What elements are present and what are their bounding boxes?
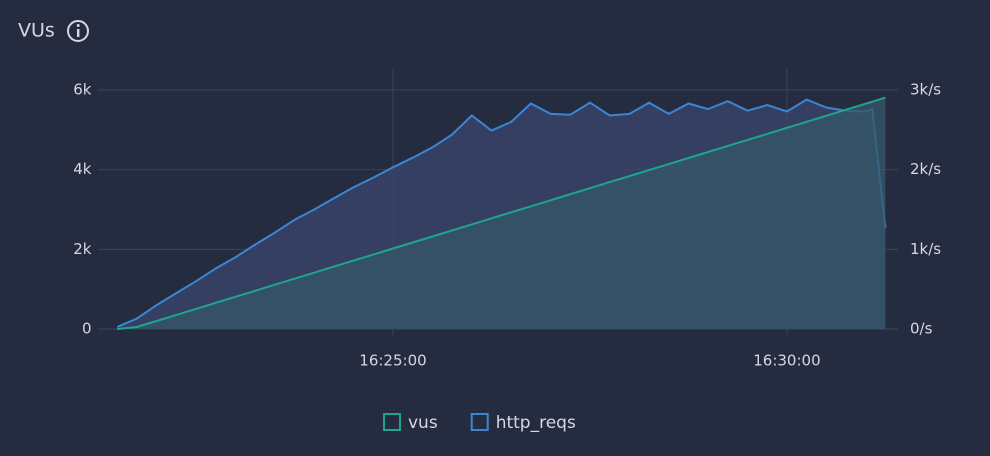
y-tick-label: 4k: [73, 160, 92, 178]
y-tick-label: 0: [82, 320, 92, 338]
legend-swatch: [383, 413, 401, 431]
area-fill: [117, 97, 886, 329]
legend-item[interactable]: http_reqs: [470, 413, 576, 433]
info-icon[interactable]: [67, 20, 89, 42]
x-tick-label: 16:30:00: [753, 352, 820, 370]
y2-tick-label: 0/s: [910, 320, 933, 338]
y2-tick-label: 2k/s: [910, 160, 941, 178]
y-tick-label: 6k: [73, 81, 92, 99]
info-dot: [76, 24, 80, 27]
legend-label: http_reqs: [496, 413, 576, 433]
series-line: [116, 98, 887, 328]
chart-title: VUs: [18, 20, 55, 42]
y-tick-label: 2k: [73, 240, 92, 258]
info-circle: [67, 20, 89, 42]
info-stem: [77, 29, 80, 37]
legend-swatch: [470, 413, 489, 431]
y2-tick-label: 3k/s: [910, 81, 941, 99]
legend-label: vus: [408, 413, 438, 433]
legend-item[interactable]: vus: [383, 413, 438, 433]
y2-tick-label: 1k/s: [910, 240, 941, 258]
series-line: [117, 96, 886, 330]
x-tick-label: 16:25:00: [359, 352, 426, 370]
